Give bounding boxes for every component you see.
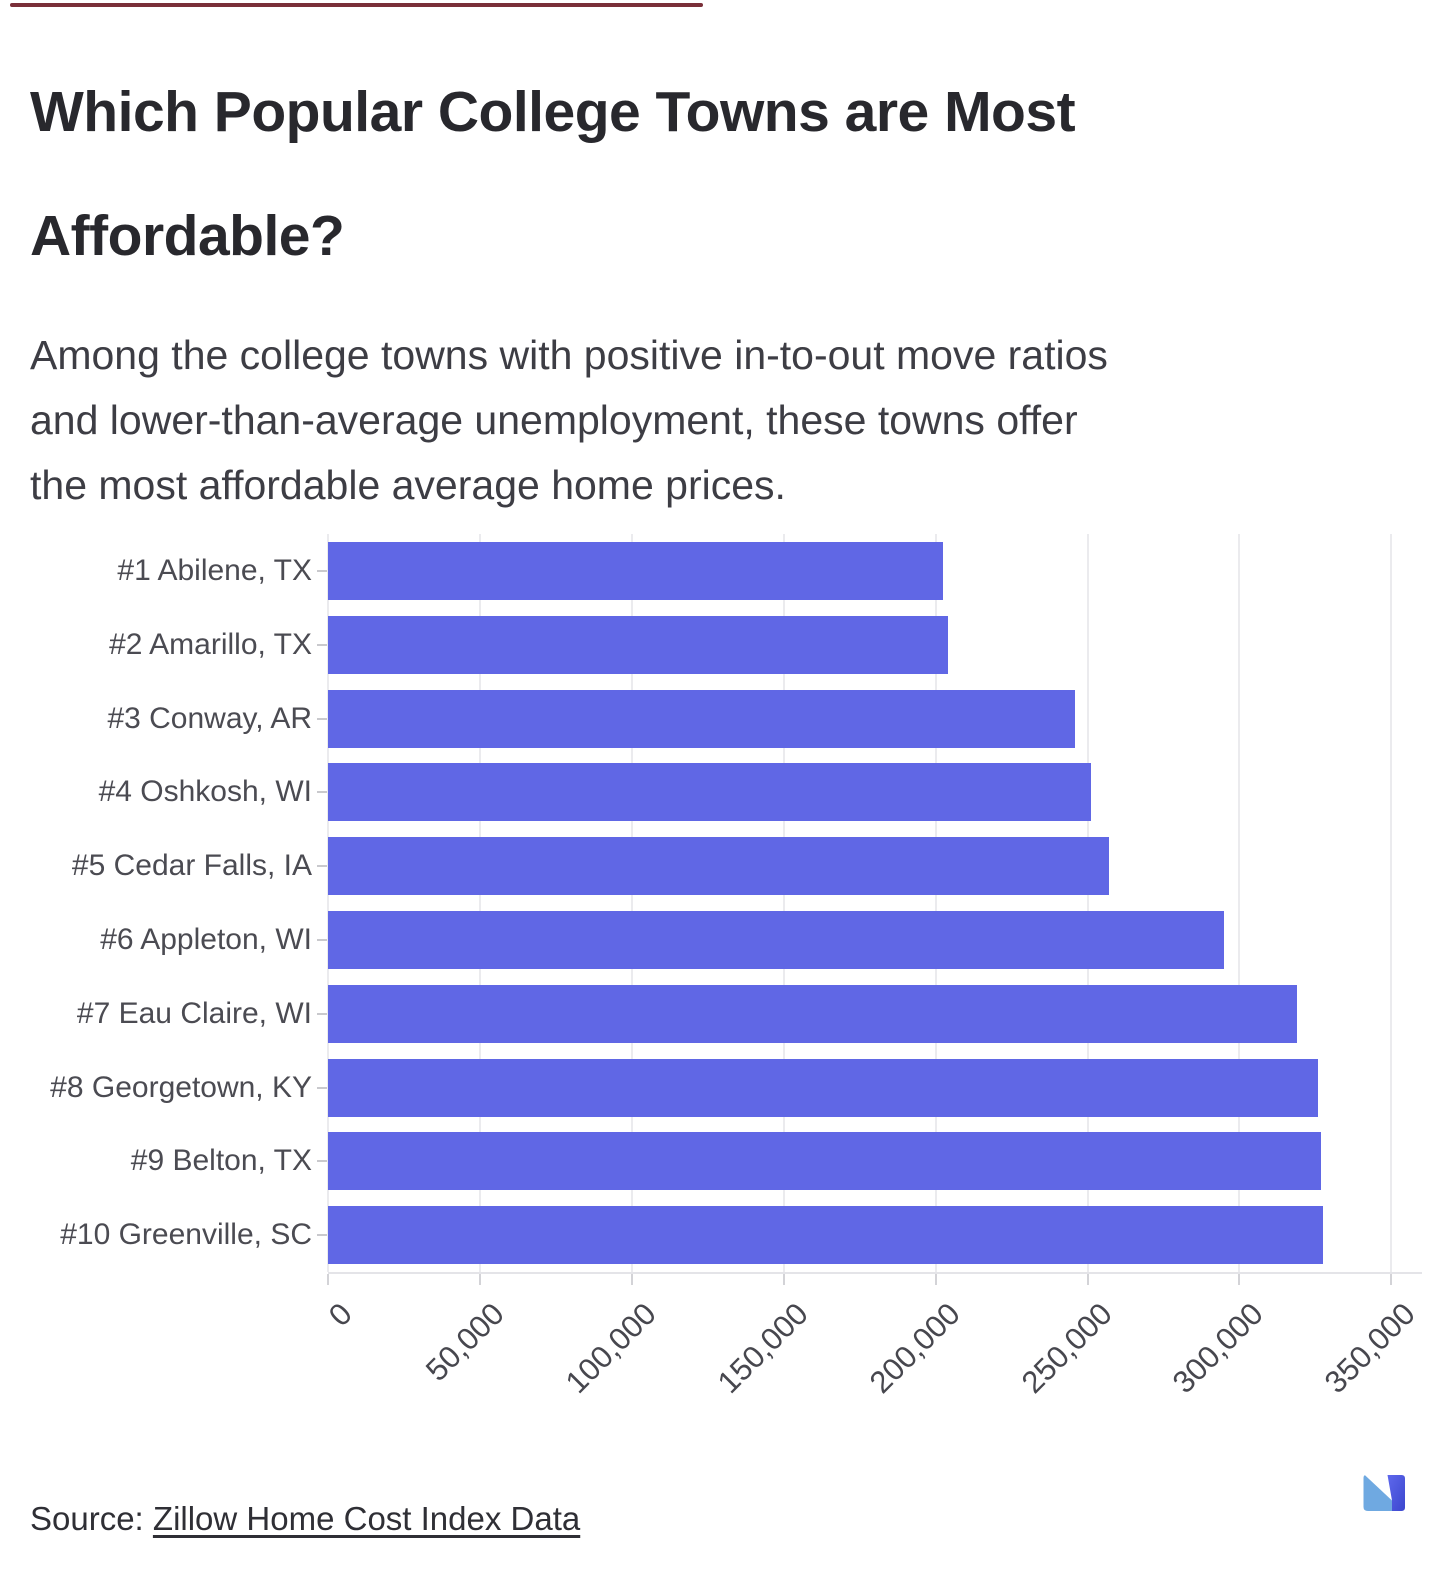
x-axis-tick (478, 1274, 481, 1285)
gridline (1390, 534, 1393, 1272)
bar-10 (328, 1206, 1323, 1265)
bar-9 (328, 1132, 1322, 1191)
y-axis-tick (317, 1086, 327, 1089)
title-line-2: Affordable? (30, 204, 345, 269)
y-axis-label: #3 Conway, AR (107, 701, 312, 735)
y-axis-label: #6 Appleton, WI (100, 923, 312, 956)
bar-chart: #1 Abilene, TX #2 Amarillo, TX #3 Conway, … (0, 520, 1440, 1480)
x-axis-tick (1086, 1274, 1089, 1285)
subtitle-line: Among the college towns with positive in… (30, 332, 1108, 378)
logo-right-face (1387, 1475, 1405, 1511)
x-axis-tick-label: 100,000 (558, 1296, 663, 1400)
y-axis-label: #8 Georgetown, KY (50, 1070, 312, 1104)
x-axis-tick (327, 1274, 329, 1285)
top-accent-line (10, 3, 703, 7)
source-line: Source: Zillow Home Cost Index Data (30, 1500, 580, 1538)
gridline (1086, 534, 1089, 1272)
bar-7 (328, 984, 1298, 1043)
x-axis-tick (1238, 1274, 1241, 1285)
plot-area (327, 534, 1420, 1272)
bar-3 (328, 689, 1076, 748)
y-axis-label: #1 Abilene, TX (117, 554, 312, 587)
bar-6 (328, 911, 1225, 969)
y-axis-tick (317, 791, 327, 794)
y-axis-tick (317, 939, 327, 941)
y-axis-tick (317, 1234, 327, 1237)
x-axis-tick-label: 350,000 (1318, 1296, 1423, 1400)
page-title: Which Popular College Towns are Most Affo… (30, 50, 1400, 298)
bar-1 (328, 542, 944, 600)
y-axis-label: #9 Belton, TX (130, 1144, 312, 1178)
subtitle-line: the most affordable average home prices. (30, 462, 786, 508)
x-axis-tick (630, 1274, 633, 1285)
gridline (1238, 534, 1241, 1272)
gridline (630, 534, 633, 1272)
bar-5 (328, 837, 1109, 896)
movebuddha-logo (1363, 1475, 1405, 1511)
title-line-1: Which Popular College Towns are Most (30, 80, 1076, 145)
logo-left-face (1363, 1475, 1392, 1511)
y-axis-tick (317, 643, 327, 646)
y-axis-label: #5 Cedar Falls, IA (71, 849, 312, 883)
y-axis-label: #2 Amarillo, TX (109, 627, 312, 661)
y-axis-tick (317, 717, 327, 720)
x-axis-tick-label: 0 (321, 1296, 359, 1333)
x-axis-tick (1390, 1274, 1393, 1285)
x-axis-line (328, 1272, 1422, 1274)
y-axis-tick (317, 1012, 327, 1015)
x-axis-tick-label: 150,000 (710, 1296, 815, 1400)
x-axis-tick-label: 200,000 (862, 1296, 967, 1400)
y-axis-label: #10 Greenville, SC (60, 1218, 312, 1252)
source-label: Source: (30, 1500, 153, 1537)
x-axis-tick-label: 50,000 (418, 1296, 511, 1388)
x-axis-tick-label: 250,000 (1014, 1296, 1119, 1400)
source-link[interactable]: Zillow Home Cost Index Data (152, 1500, 581, 1537)
bar-8 (328, 1058, 1319, 1117)
y-axis-label: #7 Eau Claire, WI (76, 996, 312, 1030)
x-axis-tick-label: 300,000 (1166, 1296, 1271, 1400)
x-axis-tick (782, 1274, 785, 1285)
gridline (934, 534, 937, 1272)
gridline (478, 534, 481, 1272)
bar-2 (328, 615, 948, 674)
bar-4 (328, 763, 1091, 822)
subtitle-line: and lower-than-average unemployment, the… (30, 397, 1078, 443)
gridline (782, 534, 785, 1272)
y-axis-tick (317, 570, 327, 572)
y-axis-tick (317, 1160, 327, 1163)
page-subtitle: Among the college towns with positive in… (30, 323, 1425, 518)
y-axis-label: #4 Oshkosh, WI (98, 775, 312, 809)
y-axis-tick (317, 865, 327, 868)
x-axis-tick (934, 1274, 937, 1285)
gridline (327, 534, 329, 1272)
